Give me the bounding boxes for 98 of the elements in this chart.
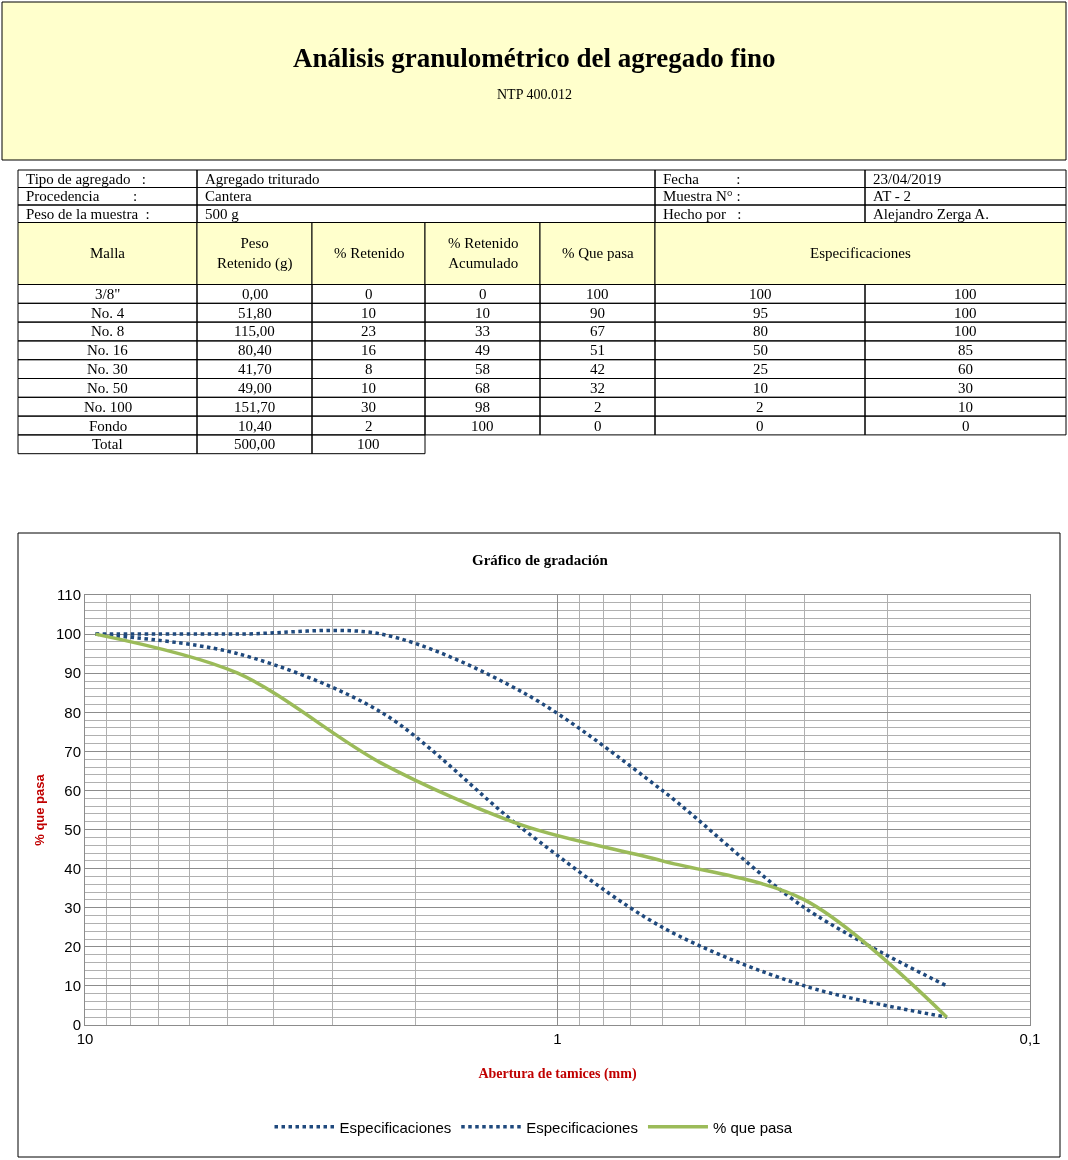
text: 51: [590, 342, 605, 358]
y-axis-title: % que pasa: [31, 773, 47, 846]
y-tick-label: 110: [57, 586, 81, 604]
text: Análisis granulométrico del agregado fino: [293, 43, 776, 73]
category-label: No. 8: [91, 323, 125, 339]
text: 33: [475, 323, 490, 339]
text: 32: [590, 380, 605, 396]
x-axis-title: Abertura de tamices (mm): [478, 1066, 637, 1083]
category-label: Peso Retenido (g): [217, 235, 293, 272]
text: 10: [361, 380, 376, 396]
text: 98: [475, 399, 490, 415]
text: 51,80: [238, 305, 272, 321]
text: 100: [954, 305, 977, 321]
text: 49,00: [238, 380, 272, 396]
y-tick-label: 10: [64, 977, 81, 995]
text: 0: [756, 418, 764, 434]
text: 80: [753, 323, 768, 339]
text: 41,70: [238, 361, 272, 377]
text: 67: [590, 323, 605, 339]
y-tick-label: 90: [64, 664, 81, 682]
text: NTP 400.012: [497, 87, 572, 102]
text: 80,40: [238, 342, 272, 358]
legend-label: Especificaciones: [339, 1118, 452, 1136]
text: 49: [475, 342, 490, 358]
text: 100: [357, 436, 380, 452]
text: 100: [954, 286, 977, 302]
category-label: Malla: [90, 245, 126, 261]
legend-label: Especificaciones: [526, 1118, 638, 1136]
text: 58: [475, 361, 490, 377]
text: 95: [753, 305, 768, 321]
text: 115,00: [234, 323, 275, 339]
text: 23/04/2019: [873, 171, 942, 187]
category-label: Total: [92, 436, 123, 452]
text: 151,70: [234, 399, 276, 415]
text: 8: [365, 361, 373, 377]
text: Procedencia :: [26, 188, 138, 204]
text: 42: [590, 361, 605, 377]
y-tick-label: 50: [64, 820, 81, 838]
category-label: % Retenido: [334, 245, 405, 261]
text: 50: [753, 342, 768, 358]
text: 10: [475, 305, 490, 321]
text: 2: [365, 418, 373, 434]
y-tick-label: 20: [64, 938, 81, 956]
legend-label: % que pasa: [712, 1118, 793, 1136]
category-label: No. 30: [87, 361, 128, 377]
category-label: No. 100: [84, 399, 133, 415]
text: 100: [954, 323, 977, 339]
text: Fecha :: [663, 171, 741, 187]
text: 100: [586, 286, 609, 302]
text: 0: [365, 286, 373, 302]
text: 100: [471, 418, 494, 434]
text: 25: [753, 361, 768, 377]
y-tick-label: 30: [64, 898, 81, 916]
text: 60: [958, 361, 973, 377]
category-label: No. 4: [91, 305, 125, 321]
text: 30: [958, 380, 973, 396]
text: 23: [361, 323, 376, 339]
text: Hecho por :: [663, 206, 742, 222]
text: 30: [361, 399, 376, 415]
text: 10: [361, 305, 376, 321]
x-tick-label: 1: [553, 1030, 562, 1047]
text: Cantera: [205, 188, 252, 204]
y-tick-label: 60: [64, 781, 81, 799]
text: 10,40: [238, 418, 272, 434]
text: 90: [590, 305, 605, 321]
text: Agregado triturado: [205, 171, 320, 187]
text: 10: [753, 380, 768, 396]
text: 500,00: [234, 436, 276, 452]
text: 2: [756, 399, 764, 415]
text: Muestra N° :: [663, 188, 741, 204]
category-label: % Que pasa: [562, 245, 634, 261]
text: 16: [361, 342, 376, 358]
text: 0: [479, 286, 487, 302]
x-tick-label: 0,1: [1019, 1030, 1041, 1047]
y-tick-label: 40: [64, 859, 81, 877]
text: 10: [958, 399, 973, 415]
y-tick-label: 80: [64, 703, 81, 721]
text: 0: [962, 418, 970, 434]
text: Alejandro Zerga A.: [873, 206, 989, 222]
category-label: % Retenido Acumulado: [448, 235, 519, 271]
text: 100: [749, 286, 772, 302]
text: 0: [594, 418, 602, 434]
text: Tipo de agregado :: [26, 171, 146, 187]
category-label: Especificaciones: [810, 245, 911, 261]
text: 85: [958, 342, 973, 358]
y-tick-label: 70: [64, 742, 81, 760]
category-label: Fondo: [89, 418, 128, 434]
text: 500 g: [205, 206, 240, 222]
chart-title: Gráfico de gradación: [472, 552, 609, 568]
y-tick-label: 100: [55, 625, 81, 643]
text: 68: [475, 380, 490, 396]
text: AT - 2: [873, 188, 912, 204]
text: 0,00: [242, 286, 269, 302]
text: 2: [594, 399, 602, 415]
category-label: 3/8": [95, 286, 121, 302]
category-label: No. 16: [87, 342, 128, 358]
text: Peso de la muestra :: [26, 206, 150, 222]
category-label: No. 50: [87, 380, 128, 396]
